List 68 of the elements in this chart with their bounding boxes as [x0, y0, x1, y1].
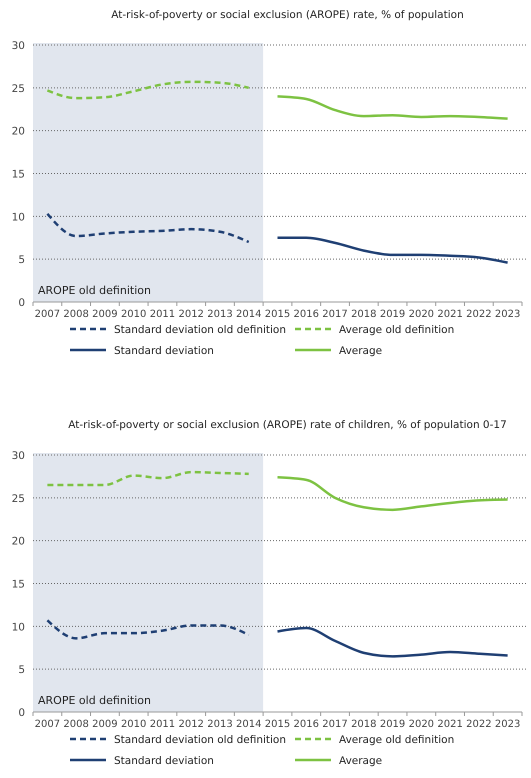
x-tick-label: 2012 [178, 719, 204, 730]
y-tick-label: 5 [18, 664, 25, 676]
x-tick-label: 2011 [150, 309, 176, 320]
y-tick-label: 25 [12, 492, 25, 505]
y-tick-label: 0 [18, 707, 25, 719]
line-series [46, 619, 250, 640]
y-tick-label: 20 [12, 536, 25, 548]
line-series [276, 626, 509, 658]
y-tick-label: 15 [12, 168, 25, 180]
x-tick-label: 2010 [120, 719, 146, 730]
x-tick-label: 2014 [236, 309, 262, 320]
legend-label: Average old definition [339, 324, 454, 336]
x-tick-label: 2023 [494, 719, 520, 730]
x-tick-label: 2008 [63, 719, 89, 730]
line-series [46, 212, 250, 244]
y-tick-label: 30 [12, 450, 25, 462]
line-series [276, 95, 509, 120]
x-tick-label: 2014 [236, 719, 262, 730]
x-tick-label: 2023 [494, 309, 520, 320]
legend-label: Standard deviation [114, 345, 214, 357]
x-tick-label: 2020 [408, 309, 434, 320]
x-tick-label: 2017 [322, 719, 348, 730]
y-tick-label: 15 [12, 578, 25, 590]
x-tick-label: 2009 [92, 309, 118, 320]
x-tick-label: 2008 [63, 309, 89, 320]
x-tick-label: 2015 [264, 309, 290, 320]
y-tick-label: 20 [12, 126, 25, 138]
x-tick-label: 2018 [351, 309, 377, 320]
x-tick-label: 2013 [207, 309, 233, 320]
y-tick-label: 0 [18, 297, 25, 309]
x-tick-label: 2016 [294, 309, 319, 320]
legend-label: Average [339, 345, 382, 357]
x-tick-label: 2021 [437, 309, 463, 320]
x-tick-label: 2019 [380, 309, 406, 320]
legend-label: Average [339, 755, 382, 767]
band-label: AROPE old definition [38, 694, 151, 707]
x-tick-label: 2021 [437, 719, 463, 730]
x-tick-label: 2022 [466, 309, 492, 320]
line-series [46, 80, 250, 100]
legend-label: Standard deviation old definition [114, 324, 286, 336]
line-series [276, 476, 509, 512]
y-tick-label: 25 [12, 82, 25, 95]
x-tick-label: 2019 [380, 719, 406, 730]
x-tick-label: 2018 [351, 719, 377, 730]
legend-label: Average old definition [339, 734, 454, 746]
y-tick-label: 10 [12, 621, 25, 634]
x-tick-label: 2007 [34, 309, 60, 320]
legend-label: Standard deviation old definition [114, 734, 286, 746]
legend-label: Standard deviation [114, 755, 214, 767]
band-label: AROPE old definition [38, 284, 151, 297]
chart-title: At-risk-of-poverty or social exclusion (AROPE) rate of children, % of population 0-17 [68, 419, 507, 431]
y-tick-label: 30 [12, 40, 25, 52]
line-series [46, 470, 250, 486]
x-tick-label: 2017 [322, 309, 348, 320]
y-tick-label: 10 [12, 211, 25, 224]
x-tick-label: 2011 [150, 719, 176, 730]
x-tick-label: 2015 [264, 719, 290, 730]
line-series [276, 236, 509, 264]
x-tick-label: 2022 [466, 719, 492, 730]
x-tick-label: 2020 [408, 719, 434, 730]
x-tick-label: 2010 [120, 309, 146, 320]
x-tick-label: 2009 [92, 719, 118, 730]
x-tick-label: 2016 [294, 719, 319, 730]
x-tick-label: 2007 [34, 719, 60, 730]
y-tick-label: 5 [18, 254, 25, 266]
x-tick-label: 2013 [207, 719, 233, 730]
x-tick-label: 2012 [178, 309, 204, 320]
chart-title: At-risk-of-poverty or social exclusion (AROPE) rate, % of population [111, 9, 464, 21]
